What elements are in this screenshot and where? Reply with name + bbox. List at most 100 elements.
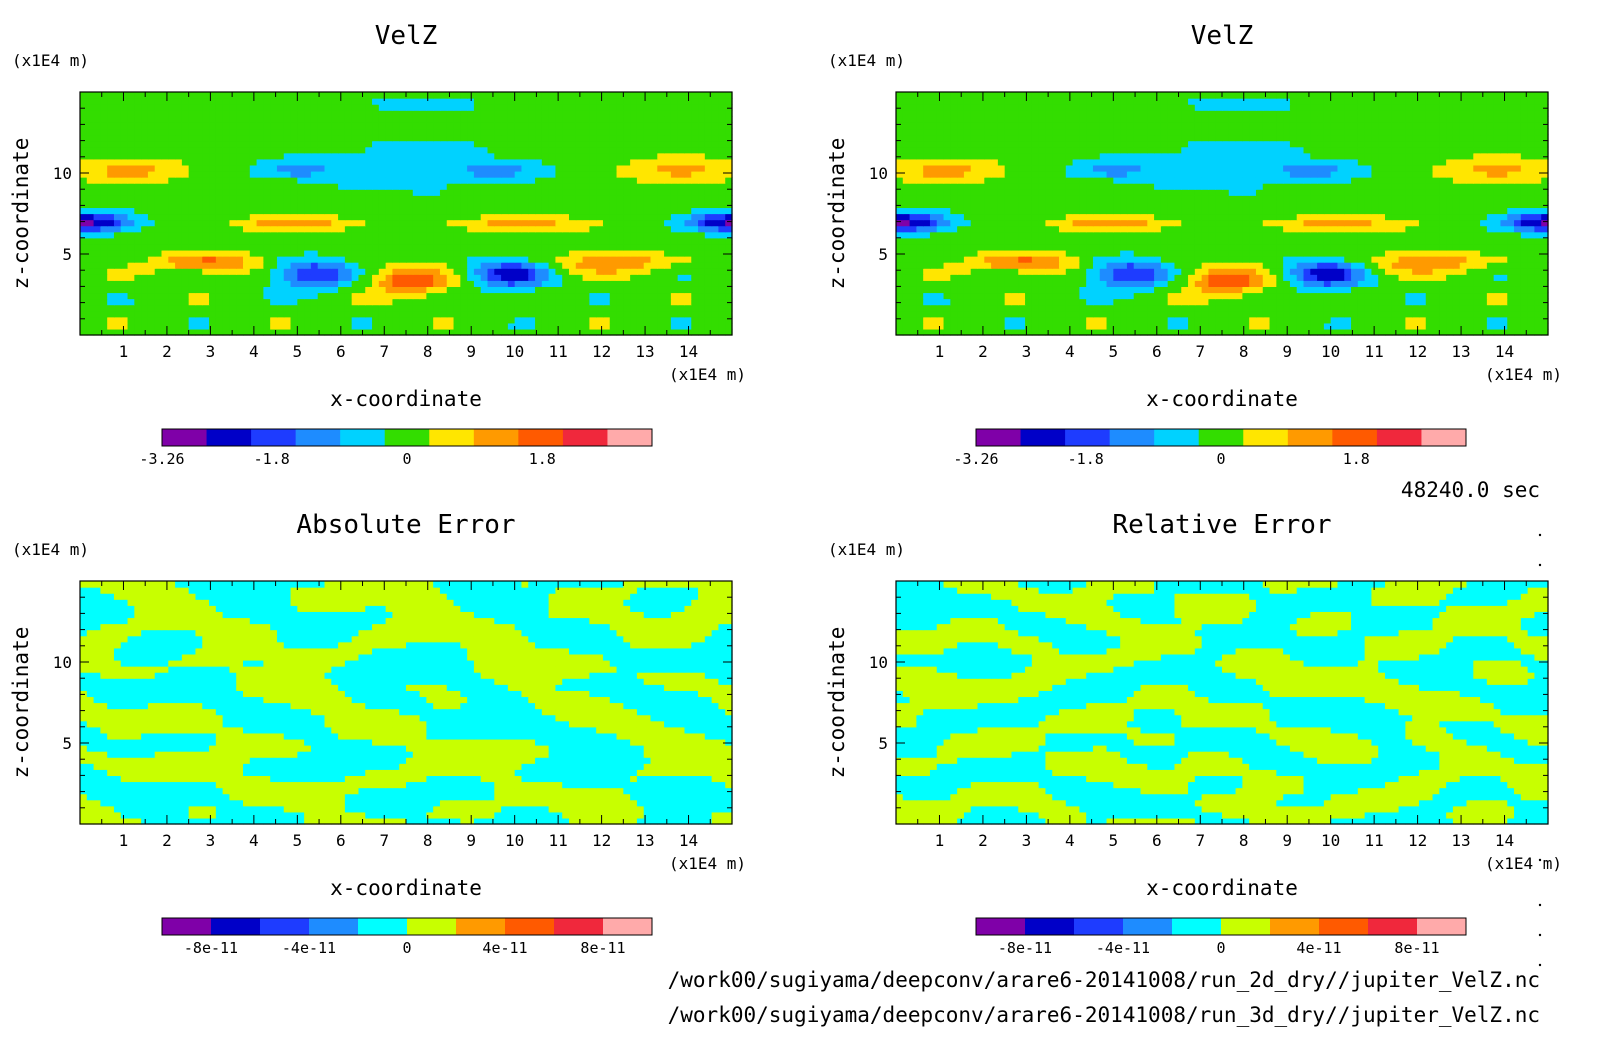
heatmap-cell (453, 134, 461, 142)
heatmap-cell (168, 292, 176, 300)
heatmap-cell (1289, 274, 1298, 281)
heatmap-cell (331, 189, 339, 196)
heatmap-cell (548, 140, 557, 148)
heatmap-cell (691, 183, 699, 190)
heatmap-cell (378, 237, 387, 245)
heatmap-cell (161, 304, 169, 312)
heatmap-cell (372, 183, 380, 190)
heatmap-cell (548, 237, 557, 245)
heatmap-cell (263, 158, 271, 166)
heatmap-cell (433, 207, 441, 215)
heatmap-cell (256, 110, 264, 117)
heatmap-cell (168, 249, 176, 257)
heatmap-cell (1425, 328, 1434, 336)
heatmap-cell (1113, 298, 1121, 306)
heatmap-cell (222, 98, 231, 105)
heatmap-cell (473, 189, 482, 196)
heatmap-cell (997, 304, 1006, 312)
heatmap-cell (698, 316, 706, 324)
heatmap-cell (365, 268, 373, 275)
heatmap-cell (1480, 328, 1488, 336)
x-tick-label: 9 (466, 342, 476, 361)
heatmap-cell (93, 256, 101, 263)
heatmap-cell (453, 146, 461, 154)
heatmap-cell (168, 177, 176, 184)
heatmap-cell (161, 219, 169, 227)
heatmap-cell (596, 328, 604, 336)
heatmap-cell (100, 158, 108, 166)
heatmap-cell (1059, 322, 1067, 330)
heatmap-cell (154, 207, 163, 215)
heatmap-cell (86, 183, 95, 190)
heatmap-cell (93, 98, 101, 105)
heatmap-cell (460, 316, 468, 324)
heatmap-cell (317, 256, 326, 263)
heatmap-cell (399, 274, 407, 281)
heatmap-cell (1520, 292, 1529, 300)
heatmap-cell (1439, 322, 1447, 330)
heatmap-cell (297, 98, 305, 105)
heatmap-cell (575, 104, 584, 111)
heatmap-cell (1038, 280, 1047, 287)
heatmap-cell (664, 292, 672, 300)
heatmap-cell (691, 164, 699, 172)
heatmap-cell (684, 98, 692, 105)
heatmap-cell (664, 231, 672, 239)
heatmap-cell (358, 170, 366, 178)
heatmap-cell (582, 183, 590, 190)
heatmap-cell (711, 140, 720, 148)
heatmap-cell (548, 189, 557, 196)
heatmap-cell (602, 170, 611, 178)
heatmap-cell (256, 213, 264, 221)
heatmap-cell (698, 280, 706, 287)
heatmap-cell (902, 322, 911, 330)
heatmap-cell (1126, 304, 1135, 312)
heatmap-cell (209, 207, 217, 215)
heatmap-cell (317, 262, 326, 269)
heatmap-cell (283, 213, 292, 221)
heatmap-cell (365, 286, 373, 294)
heatmap-cell (1120, 292, 1128, 300)
heatmap-cell (609, 298, 618, 306)
heatmap-cell (1065, 268, 1074, 275)
heatmap-cell (453, 316, 461, 324)
heatmap-cell (209, 134, 217, 142)
heatmap-cell (304, 231, 312, 239)
heatmap-cell (324, 189, 332, 196)
heatmap-cell (487, 304, 495, 312)
heatmap-cell (439, 298, 448, 306)
heatmap-cell (691, 243, 699, 251)
heatmap-cell (473, 213, 482, 221)
heatmap-cell (929, 268, 938, 275)
heatmap-cell (433, 158, 441, 166)
heatmap-cell (1446, 292, 1454, 300)
heatmap-cell (399, 177, 407, 184)
heatmap-cell (270, 116, 278, 123)
heatmap-cell (419, 262, 427, 269)
heatmap-cell (181, 98, 190, 105)
heatmap-cell (385, 122, 394, 130)
heatmap-cell (202, 310, 210, 318)
heatmap-cell (168, 243, 176, 251)
heatmap-cell (168, 128, 176, 136)
heatmap-cell (487, 231, 495, 239)
heatmap-cell (657, 158, 665, 166)
heatmap-cell (1398, 298, 1406, 306)
heatmap-cell (569, 104, 577, 111)
heatmap-cell (623, 140, 631, 148)
heatmap-cell (93, 274, 101, 281)
heatmap-cell (704, 280, 713, 287)
heatmap-cell (1296, 310, 1305, 318)
heatmap-cell (691, 170, 699, 178)
heatmap-cell (161, 292, 169, 300)
heatmap-cell (1357, 316, 1366, 324)
heatmap-cell (426, 146, 434, 154)
heatmap-cell (276, 243, 285, 251)
heatmap-cell (141, 183, 149, 190)
heatmap-cell (310, 134, 319, 142)
heatmap-cell (188, 225, 197, 233)
heatmap-cell (460, 225, 468, 233)
heatmap-cell (134, 219, 142, 227)
heatmap-cell (236, 286, 244, 294)
heatmap-cell (1276, 316, 1284, 324)
